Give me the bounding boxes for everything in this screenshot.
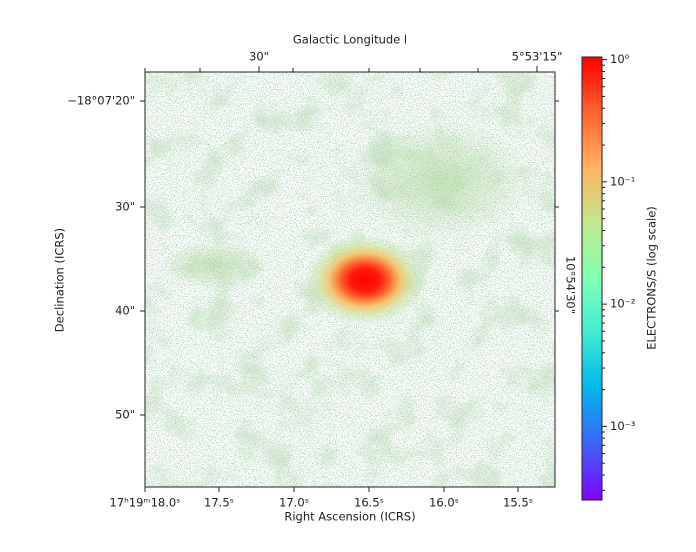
top-axis-label: Galactic Longitude l: [293, 33, 407, 47]
y-tick-label: 40": [115, 304, 135, 318]
x-tick-label: 16.5ˢ: [354, 496, 384, 510]
axes-frame: [144, 71, 556, 488]
colorbar-tick-label: 10⁻¹: [610, 174, 635, 188]
y-tick-label: 30": [115, 200, 135, 214]
y-axis-label: Declination (ICRS): [53, 228, 67, 332]
y-tick-label: 50": [115, 408, 135, 422]
top-tick-label: 5°53'15": [512, 50, 563, 64]
x-tick-label: 17.5ˢ: [204, 496, 234, 510]
colorbar-label: ELECTRONS/S (log scale): [645, 206, 659, 350]
image: [145, 72, 555, 487]
y-tick-label: −18°07'20": [67, 94, 135, 108]
top-tick-label: 30": [249, 50, 269, 64]
x-tick-label: 17.0ˢ: [279, 496, 309, 510]
colorbar-tick-label: 10⁻³: [610, 419, 636, 433]
x-tick-label: 17ʰ19ᵐ18.0ˢ: [110, 496, 181, 510]
colorbar: [581, 56, 603, 501]
colorbar-tick-label: 10⁻²: [610, 297, 635, 311]
x-tick-label: 16.0ˢ: [429, 496, 459, 510]
right-tick-label: 10°54'30": [564, 256, 578, 314]
colorbar-tick-label: 10⁰: [610, 52, 630, 66]
x-tick-label: 15.5ˢ: [503, 496, 533, 510]
x-axis-label: Right Ascension (ICRS): [284, 510, 415, 524]
